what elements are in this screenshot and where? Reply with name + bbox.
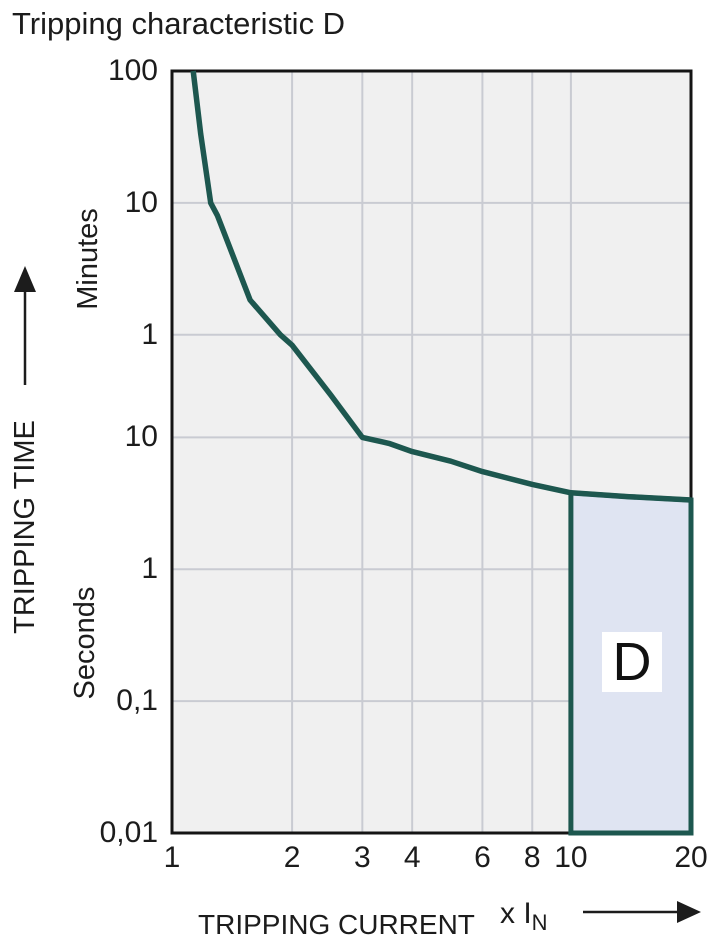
y-tick-label: 10 — [124, 420, 158, 454]
chart-title: Tripping characteristic D — [12, 6, 346, 41]
x-tick-label: 10 — [554, 841, 588, 874]
x-tick-label: 20 — [674, 841, 708, 874]
region-d-label: D — [602, 632, 662, 692]
x-axis-title: TRIPPING CURRENT — [198, 909, 475, 940]
x-tick-label: 2 — [283, 841, 301, 874]
x-tick-label: 4 — [403, 841, 421, 874]
x-axis-arrow-icon — [583, 901, 701, 923]
y-tick-label: 100 — [107, 54, 158, 87]
x-tick-label: 3 — [353, 841, 371, 874]
y-tick-label: 0,1 — [116, 684, 158, 718]
plot-frame — [170, 69, 693, 835]
y-axis-arrow-icon — [14, 266, 36, 385]
x-axis-unit-text: x I — [500, 897, 532, 930]
x-axis-unit: x IN — [500, 897, 548, 940]
plot-area — [170, 69, 694, 836]
x-axis-unit-subscript: N — [531, 910, 548, 935]
x-tick-label: 8 — [523, 841, 541, 874]
y-tick-label: 10 — [124, 185, 158, 219]
tripping-curve — [190, 70, 692, 503]
x-tick-label: 1 — [163, 841, 181, 874]
y-tick-label: 0,01 — [99, 816, 158, 849]
y-tick-label: 1 — [141, 552, 158, 586]
x-tick-label: 6 — [474, 841, 491, 874]
y-tick-label: 1 — [141, 317, 158, 351]
